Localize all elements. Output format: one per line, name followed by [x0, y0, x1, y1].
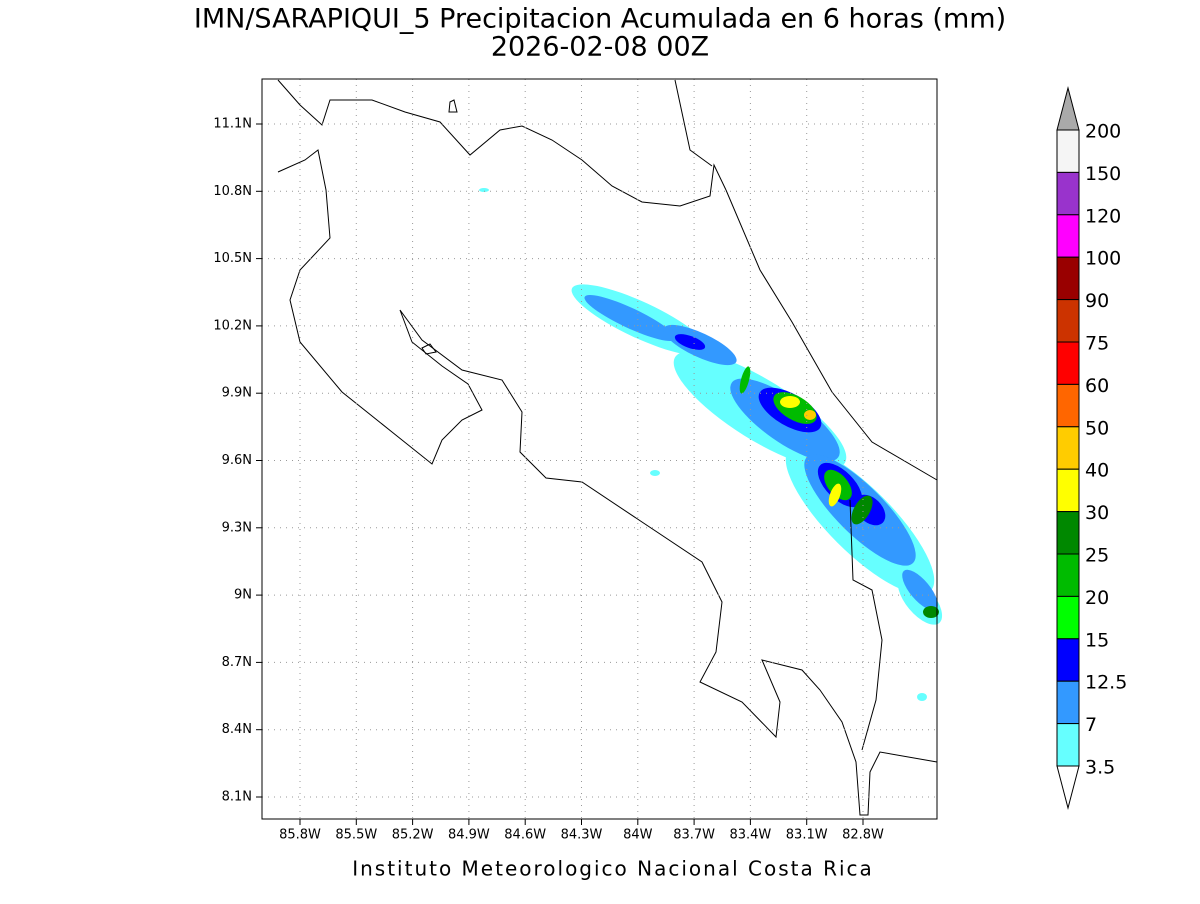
colorbar-label: 75	[1085, 333, 1109, 355]
lat-tick-label: 10.5N	[213, 251, 252, 266]
lat-tick-label: 8.4N	[222, 722, 252, 737]
colorbar-box	[1056, 341, 1080, 385]
lat-tick-label: 9.9N	[222, 386, 252, 401]
colorbar-box	[1056, 511, 1080, 555]
lon-tick-label: 83.1W	[786, 828, 828, 843]
colorbar-label: 15	[1085, 629, 1109, 651]
lat-tick-label: 10.2N	[213, 318, 252, 333]
colorbar-box	[1056, 171, 1080, 216]
colorbar-label: 7	[1085, 714, 1097, 736]
title: IMN/SARAPIQUI_5 Precipitacion Acumulada …	[194, 4, 1006, 35]
colorbar-label: 90	[1085, 290, 1109, 312]
lon-tick-label: 84W	[623, 828, 653, 843]
colorbar-box	[1056, 553, 1080, 597]
lon-tick-label: 83.7W	[673, 828, 715, 843]
precipitation-field	[479, 188, 943, 701]
colorbar-label: 40	[1085, 460, 1109, 482]
colorbar-label: 20	[1085, 587, 1109, 609]
footer: Instituto Meteorologico Nacional Costa R…	[352, 857, 874, 881]
colorbar-label: 100	[1085, 248, 1121, 270]
colorbar-box	[1056, 595, 1080, 640]
colorbar-box	[1056, 468, 1080, 513]
subtitle: 2026-02-08 00Z	[491, 32, 709, 63]
colorbar-box	[1056, 383, 1080, 428]
lon-tick-label: 83.4W	[729, 828, 771, 843]
colorbar-label: 3.5	[1085, 757, 1115, 779]
colorbar-box	[1056, 680, 1080, 725]
colorbar-under	[1056, 765, 1080, 810]
colorbar-box	[1056, 426, 1080, 470]
colorbar-box	[1056, 129, 1080, 173]
lon-tick-label: 85.5W	[335, 828, 377, 843]
lat-tick-label: 9.6N	[222, 453, 252, 468]
colorbar-label: 25	[1085, 545, 1109, 567]
colorbar-box	[1056, 256, 1080, 301]
lon-tick-label: 84.6W	[504, 828, 546, 843]
colorbar-box	[1056, 214, 1080, 258]
lat-tick-label: 8.7N	[222, 655, 252, 670]
colorbar: 200 150 120 100 90 75 60 50 40 30 25 20 15 12.5 7 3.5	[1056, 86, 1127, 810]
lon-tick-label: 85.8W	[279, 828, 321, 843]
colorbar-over	[1056, 86, 1080, 131]
colorbar-box	[1056, 299, 1080, 343]
colorbar-box	[1056, 638, 1080, 682]
lon-tick-label: 85.2W	[392, 828, 434, 843]
colorbar-label: 50	[1085, 417, 1109, 439]
colorbar-box	[1056, 723, 1080, 767]
lat-tick-label: 11.1N	[213, 117, 252, 132]
grid: 85.8W 85.5W 85.2W 84.9W 84.6W 84.3W 84W 83.7W 83…	[213, 79, 937, 843]
colorbar-label: 60	[1085, 375, 1109, 397]
lat-tick-label: 9.3N	[222, 520, 252, 535]
lon-tick-label: 84.3W	[561, 828, 603, 843]
lat-tick-label: 8.1N	[222, 790, 252, 805]
lon-tick-label: 84.9W	[448, 828, 490, 843]
colorbar-label: 200	[1085, 121, 1121, 143]
lon-tick-label: 82.8W	[842, 828, 884, 843]
colorbar-label: 120	[1085, 205, 1121, 227]
map-frame	[261, 78, 938, 820]
colorbar-label: 150	[1085, 163, 1121, 185]
colorbar-label: 12.5	[1085, 672, 1127, 694]
coastline	[277, 79, 938, 816]
colorbar-label: 30	[1085, 502, 1109, 524]
lat-tick-label: 9N	[234, 588, 252, 603]
lat-tick-label: 10.8N	[213, 184, 252, 199]
